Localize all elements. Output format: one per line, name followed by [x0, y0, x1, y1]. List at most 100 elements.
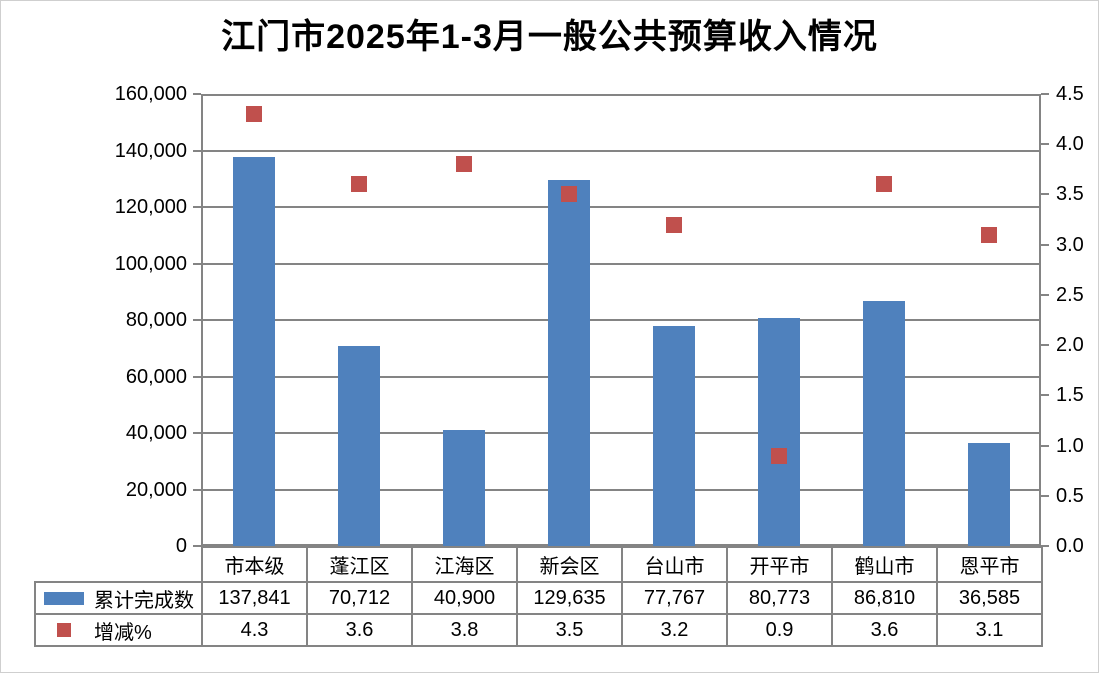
left-axis-tick — [193, 545, 201, 547]
right-axis-tick — [1041, 243, 1049, 246]
table-row: 累计完成数 137,841 70,712 40,900 129,635 77,767 80,… — [34, 581, 1043, 615]
table-value-cell: 86,810 — [831, 581, 938, 615]
left-axis-tick-label: 0 — [175, 535, 187, 557]
right-axis-tick — [1041, 444, 1049, 447]
marker-series-legend-icon — [57, 623, 71, 637]
table-header-cell: 鹤山市 — [831, 546, 938, 583]
gridline — [201, 319, 1041, 321]
bar-新会区 — [547, 179, 590, 546]
right-axis-tick — [1041, 545, 1049, 547]
left-axis-tick — [193, 149, 201, 152]
left-axis-tick-label: 20,000 — [125, 478, 187, 501]
table-value-cell: 80,773 — [726, 581, 833, 615]
left-axis-tick-label: 80,000 — [125, 309, 187, 331]
right-axis-tick-label: 4.0 — [1056, 133, 1084, 156]
table-header-cell: 新会区 — [516, 546, 623, 583]
right-axis-tick — [1041, 143, 1049, 146]
right-axis-tick-label: 1.5 — [1056, 384, 1084, 407]
table-value-cell: 3.5 — [516, 613, 623, 647]
gridline — [201, 149, 1041, 152]
right-axis-tick — [1041, 93, 1049, 95]
table-value-cell: 0.9 — [726, 613, 833, 647]
table-value-cell: 77,767 — [621, 581, 728, 615]
right-axis-tick-label: 2.5 — [1056, 283, 1084, 306]
bar-series-legend-icon — [44, 591, 84, 605]
right-axis-tick — [1041, 344, 1049, 347]
right-axis-tick-label: 0.0 — [1056, 535, 1084, 557]
table-header-cell: 蓬江区 — [306, 546, 413, 583]
table-value-cell: 3.8 — [411, 613, 518, 647]
legend-cell: 增减% — [34, 613, 203, 647]
legend-cell: 累计完成数 — [34, 581, 203, 615]
marker-市本级 — [245, 106, 262, 123]
right-axis-tick — [1041, 293, 1049, 296]
table-value-cell: 70,712 — [306, 581, 413, 615]
left-axis-tick — [193, 206, 201, 208]
bar-江海区 — [442, 430, 485, 546]
table-header-cell: 市本级 — [201, 546, 308, 583]
bar-鹤山市 — [862, 300, 905, 546]
table-corner-blank — [35, 547, 202, 582]
table-value-cell: 36,585 — [936, 581, 1043, 615]
right-axis-tick-label: 4.5 — [1056, 83, 1084, 105]
table-value-cell: 4.3 — [201, 613, 308, 647]
right-axis-tick — [1041, 494, 1049, 497]
gridline — [201, 206, 1041, 208]
bar-开平市 — [757, 317, 800, 546]
marker-鹤山市 — [875, 176, 892, 193]
legend-inner: 增减% — [37, 616, 200, 644]
left-axis-tick-label: 140,000 — [114, 139, 187, 162]
right-axis-tick-label: 3.5 — [1056, 183, 1084, 206]
bar-台山市 — [652, 326, 695, 546]
right-axis-tick-label: 3.0 — [1056, 233, 1084, 256]
left-axis-tick-label: 40,000 — [125, 422, 187, 444]
table-value-cell: 3.6 — [306, 613, 413, 647]
gridline — [201, 262, 1041, 265]
bar-恩平市 — [967, 442, 1010, 546]
table-value-cell: 3.2 — [621, 613, 728, 647]
series-label: 累计完成数 — [94, 589, 194, 612]
marker-江海区 — [455, 156, 472, 173]
left-axis-tick — [193, 319, 201, 321]
marker-开平市 — [770, 447, 787, 464]
marker-台山市 — [665, 216, 682, 233]
left-axis-tick-label: 120,000 — [114, 196, 187, 218]
right-axis-tick — [1041, 193, 1049, 196]
left-axis-tick-label: 100,000 — [114, 252, 187, 275]
table-row: 增减% 4.3 3.6 3.8 3.5 3.2 0.9 3.6 3.1 — [34, 613, 1043, 647]
table-header-row: 市本级 蓬江区 江海区 新会区 台山市 开平市 鹤山市 恩平市 — [35, 546, 1043, 583]
chart-title: 江门市2025年1-3月一般公共预算收入情况 — [221, 18, 878, 56]
table-header-cell: 恩平市 — [936, 546, 1043, 583]
table-header-cell: 江海区 — [411, 546, 518, 583]
left-axis-tick — [193, 432, 201, 434]
left-axis-tick-label: 60,000 — [125, 365, 187, 388]
gridline — [201, 488, 1041, 491]
marker-新会区 — [560, 186, 577, 203]
bar-蓬江区 — [337, 346, 380, 546]
gridline — [201, 432, 1041, 434]
right-axis-tick-label: 0.5 — [1056, 484, 1084, 507]
gridline — [201, 375, 1041, 378]
table-value-cell: 129,635 — [516, 581, 623, 615]
legend-inner: 累计完成数 — [37, 584, 200, 612]
marker-蓬江区 — [350, 176, 367, 193]
series-label: 增减% — [94, 621, 152, 644]
table-value-cell: 3.6 — [831, 613, 938, 647]
left-axis-tick-label: 160,000 — [114, 83, 187, 105]
left-axis-tick — [193, 375, 201, 378]
data-table: 市本级 蓬江区 江海区 新会区 台山市 开平市 鹤山市 恩平市累计完成数 137,841 70,7… — [34, 546, 1043, 647]
table-value-cell: 137,841 — [201, 581, 308, 615]
right-axis-tick — [1041, 394, 1049, 397]
right-axis-tick-label: 1.0 — [1056, 434, 1084, 457]
right-axis-tick-label: 2.0 — [1056, 334, 1084, 357]
bar-市本级 — [232, 156, 275, 546]
table-value-cell: 3.1 — [936, 613, 1043, 647]
left-axis-tick — [193, 488, 201, 491]
table-header-cell: 台山市 — [621, 546, 728, 583]
table-value-cell: 40,900 — [411, 581, 518, 615]
left-axis-tick — [193, 93, 201, 95]
left-axis-tick — [193, 262, 201, 265]
table-header-cell: 开平市 — [726, 546, 833, 583]
marker-恩平市 — [980, 226, 997, 243]
